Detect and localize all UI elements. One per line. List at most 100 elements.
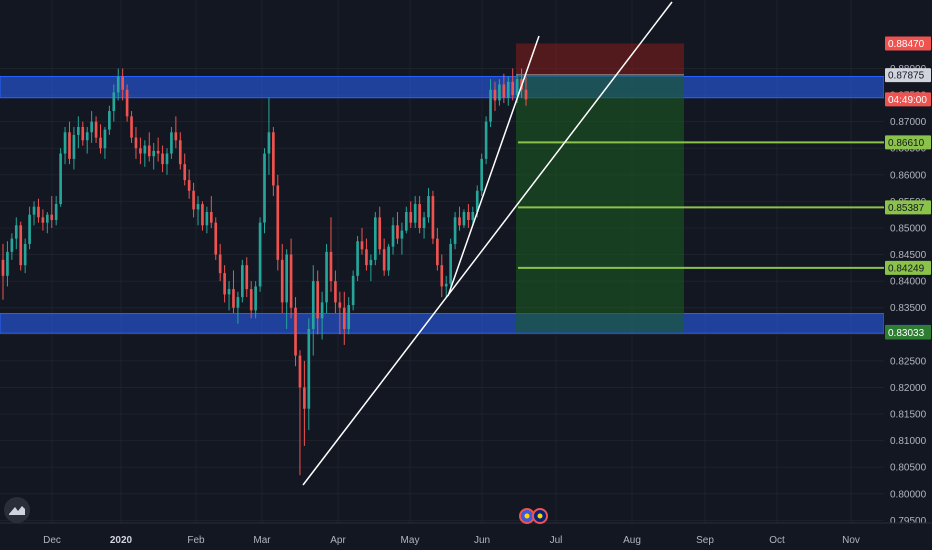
time-axis-label: Oct — [769, 535, 785, 546]
candle-body — [391, 225, 395, 247]
candle-body — [511, 81, 515, 96]
price-axis-label: 0.82000 — [890, 383, 927, 394]
short-position-tool[interactable] — [516, 43, 684, 333]
candlestick-series — [1, 68, 528, 476]
candle-body — [214, 222, 218, 255]
candle-body — [59, 153, 62, 205]
price-tag-bg — [885, 68, 931, 83]
candle-body — [471, 212, 475, 220]
candle-body — [174, 132, 178, 141]
candle-body — [54, 204, 58, 220]
price-axis-label: 0.81000 — [890, 436, 927, 447]
candle-body — [178, 140, 182, 165]
candle-body — [232, 289, 235, 308]
price-tag-bg — [885, 260, 931, 275]
candle-body — [427, 196, 430, 218]
time-axis-label: Mar — [253, 535, 271, 546]
candle-body — [493, 89, 497, 101]
candle-body — [245, 265, 249, 290]
candle-body — [152, 150, 156, 157]
candle-body — [289, 254, 293, 308]
candle-body — [506, 81, 510, 98]
candle-body — [19, 225, 23, 266]
candle-body — [139, 148, 142, 154]
price-axis-label: 0.86000 — [890, 170, 927, 181]
candle-body — [489, 89, 492, 122]
candle-body — [320, 302, 324, 319]
steep-trendline — [447, 35, 540, 297]
stop-loss-area — [516, 43, 684, 75]
candle-body — [165, 153, 169, 165]
candle-body — [50, 214, 54, 220]
price-axis[interactable]: 0.79500 0.80000 0.80500 0.81000 0.81500 0.820… — [884, 0, 932, 550]
candle-body — [498, 84, 501, 101]
candle-body — [347, 305, 351, 329]
candle-body — [480, 158, 484, 191]
tradingview-logo-icon[interactable] — [4, 497, 30, 523]
candle-body — [467, 212, 470, 220]
candle-body — [218, 254, 222, 274]
price-tag-bg — [885, 36, 931, 51]
candle-body — [196, 204, 200, 210]
candle-body — [338, 302, 342, 308]
price-tag-bg — [885, 325, 931, 340]
candle-body — [396, 225, 399, 239]
price-axis-label: 0.83500 — [890, 303, 927, 314]
candle-body — [307, 328, 311, 409]
flag-star-icon — [537, 513, 543, 519]
time-axis-label: 2020 — [110, 535, 133, 546]
candle-body — [285, 254, 288, 303]
candle-body — [484, 121, 488, 159]
candle-body — [99, 137, 102, 149]
price-axis-label: 0.84500 — [890, 250, 927, 261]
candle-body — [431, 196, 435, 239]
candle-body — [223, 273, 226, 295]
candle-body — [303, 387, 306, 409]
price-tag-bg — [885, 200, 931, 215]
price-tag-label: 0.84249 — [888, 263, 925, 274]
candle-body — [10, 238, 14, 252]
take-profit-lines[interactable] — [518, 141, 884, 269]
candle-body — [125, 89, 129, 117]
candle-body — [369, 259, 373, 266]
price-axis-label: 0.87000 — [890, 117, 927, 128]
time-axis-label: Nov — [842, 535, 860, 546]
price-tag-label: 04:49:00 — [888, 95, 927, 106]
candle-body — [68, 132, 71, 159]
candle-body — [413, 204, 417, 223]
candle-body — [524, 89, 528, 100]
candle-body — [94, 121, 98, 138]
price-axis-label: 0.82500 — [890, 356, 927, 367]
time-axis-label: May — [401, 535, 420, 546]
candle-body — [183, 164, 187, 181]
grid — [0, 0, 884, 523]
candle-body — [276, 185, 280, 260]
candle-body — [103, 129, 107, 149]
trendlines[interactable] — [302, 1, 673, 486]
candle-body — [108, 111, 111, 130]
candle-body — [77, 126, 80, 135]
candle-body — [382, 249, 386, 271]
candle-body — [170, 132, 173, 154]
candle-body — [130, 116, 133, 138]
price-tag-label: 0.88470 — [888, 39, 925, 50]
candle-body — [32, 206, 36, 215]
candle-body — [409, 212, 413, 223]
candle-body — [316, 281, 320, 319]
price-tags: 0.88470 0.87875 04:49:00 0.86610 0.85387 0.84… — [885, 36, 931, 340]
zone-rect — [0, 313, 885, 334]
candle-body — [267, 132, 271, 154]
economic-events[interactable] — [519, 508, 548, 524]
candle-body — [325, 251, 328, 303]
candle-body — [449, 243, 452, 284]
candle-body — [263, 153, 266, 223]
candle-body — [373, 217, 377, 260]
time-axis[interactable]: Dec 2020 Feb Mar Apr May Jun Jul Aug Sep Oct Nov — [0, 522, 932, 550]
price-tag-bg — [885, 135, 931, 150]
candle-body — [329, 251, 333, 282]
candle-body — [351, 275, 355, 306]
candle-body — [258, 222, 262, 287]
candle-body — [453, 217, 457, 244]
candle-body — [422, 217, 426, 228]
